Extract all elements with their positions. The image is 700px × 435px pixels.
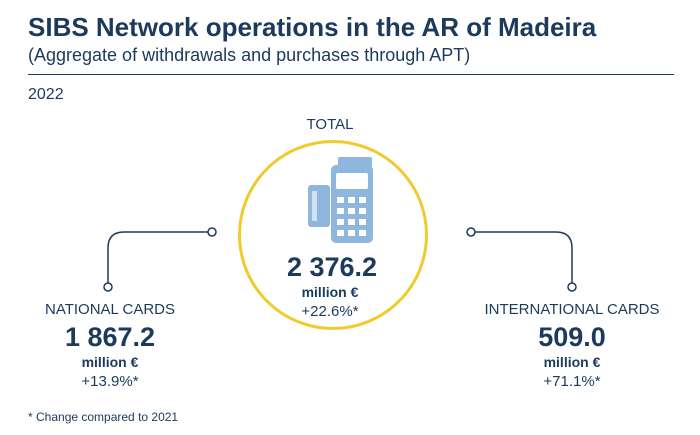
total-unit: million € bbox=[301, 284, 359, 300]
international-label: INTERNATIONAL CARDS bbox=[484, 301, 660, 318]
payment-terminal-icon bbox=[308, 157, 373, 243]
national-label: NATIONAL CARDS bbox=[44, 301, 176, 318]
international-connector-dot-start bbox=[466, 227, 476, 237]
total-label: TOTAL bbox=[306, 116, 354, 133]
total-value: 2 376.2 bbox=[286, 252, 378, 282]
year-label: 2022 bbox=[28, 86, 64, 103]
international-unit: million € bbox=[543, 354, 601, 370]
national-value: 1 867.2 bbox=[64, 322, 156, 352]
total-change: +22.6%* bbox=[301, 303, 359, 320]
page-subtitle: (Aggregate of withdrawals and purchases … bbox=[28, 45, 471, 65]
national-connector-dot-end bbox=[207, 227, 217, 237]
national-unit: million € bbox=[81, 354, 139, 370]
header-divider bbox=[28, 74, 674, 75]
page-title: SIBS Network operations in the AR of Mad… bbox=[28, 12, 597, 42]
international-value: 509.0 bbox=[538, 322, 606, 352]
international-connector-dot-end bbox=[567, 282, 577, 292]
international-change: +71.1%* bbox=[543, 373, 601, 390]
national-connector bbox=[107, 231, 209, 284]
national-change: +13.9%* bbox=[81, 373, 139, 390]
national-connector-dot-start bbox=[103, 282, 113, 292]
footnote: * Change compared to 2021 bbox=[28, 410, 179, 424]
total-circle bbox=[238, 140, 428, 330]
international-connector bbox=[474, 231, 573, 284]
